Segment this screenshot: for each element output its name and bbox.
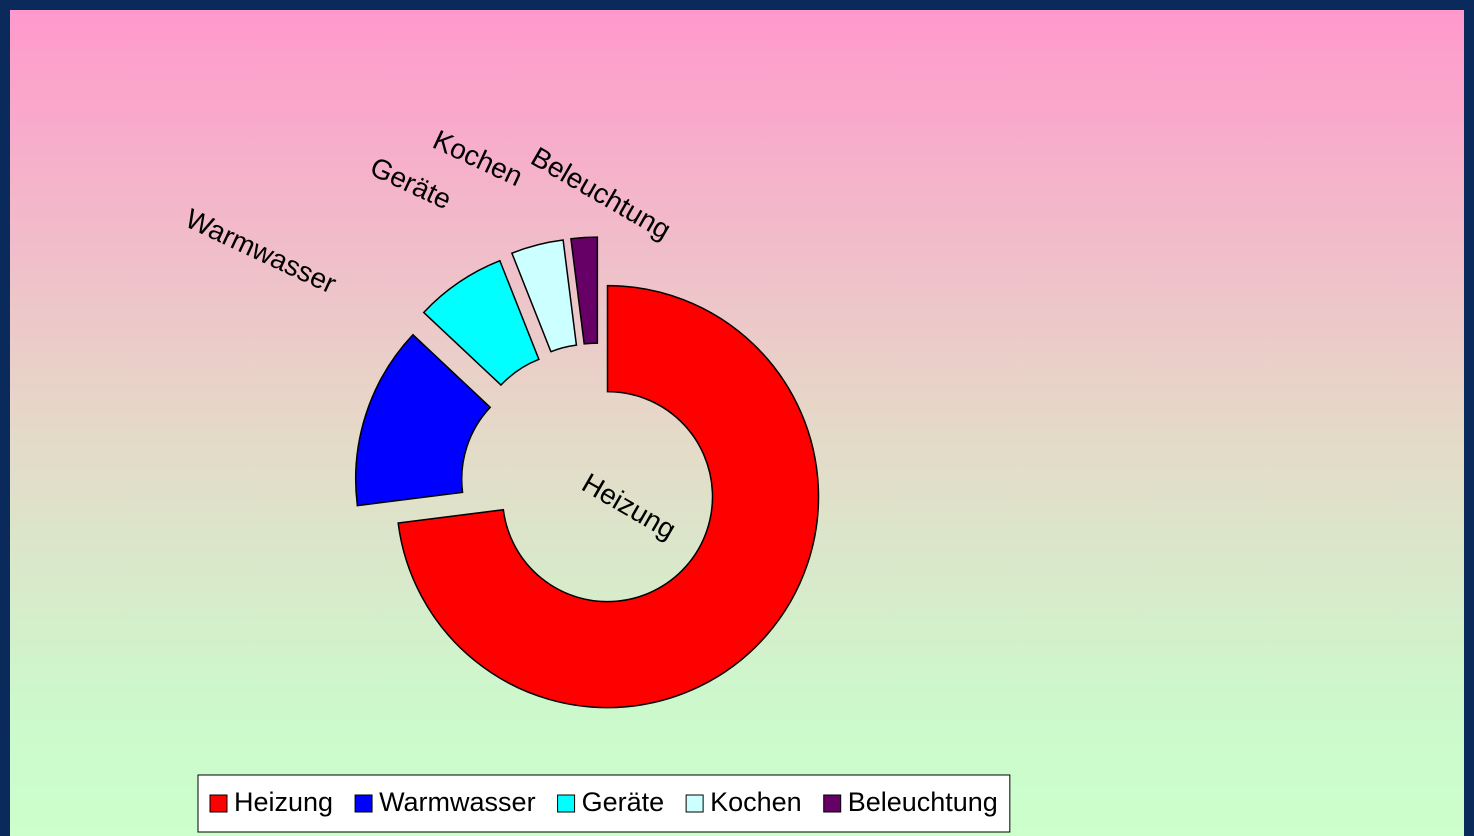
legend-box: [197, 774, 1011, 833]
donut-segment: [397, 284, 820, 709]
legend-swatch: [557, 794, 576, 813]
donut-segment: [422, 259, 540, 387]
legend-label: Heizung: [234, 787, 333, 817]
legend-swatch: [354, 794, 373, 813]
legend: Heizung Warmwasser Geräte Kochen Beleuchtung: [197, 774, 1011, 833]
legend-label: Geräte: [582, 787, 665, 817]
legend-swatch: [209, 794, 228, 813]
legend-swatch: [823, 794, 842, 813]
donut-segment: [510, 239, 578, 353]
legend-label: Kochen: [710, 787, 802, 817]
donut-segment: [354, 333, 492, 507]
legend-label: Beleuchtung: [848, 787, 998, 817]
donut-segment: [570, 236, 599, 345]
legend-label: Warmwasser: [379, 787, 536, 817]
legend-swatch: [685, 794, 704, 813]
